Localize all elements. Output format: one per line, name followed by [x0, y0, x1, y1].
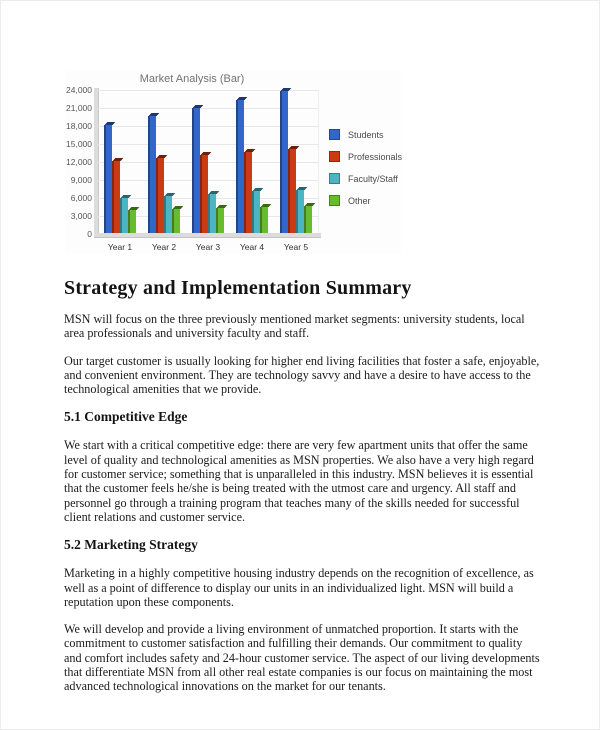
chart-y-axis: 24,000 21,000 18,000 15,000 12,000 9,000 6,000… [65, 85, 94, 239]
legend-swatch-icon [329, 195, 340, 206]
y-tick-label: 24,000 [66, 85, 92, 95]
bar-faculty-staff-year-4 [252, 191, 260, 234]
gridline [98, 90, 318, 91]
x-tick-label: Year 2 [151, 242, 177, 252]
chart-legend: Students Professionals Faculty/Staff Other [329, 129, 402, 206]
bar-group-year-2 [142, 90, 186, 234]
market-analysis-chart: Market Analysis (Bar) 24,000 21,000 18,000… [65, 71, 402, 253]
gridline [98, 162, 318, 163]
bar-professionals-year-2 [156, 158, 164, 234]
gridline [98, 108, 318, 109]
y-tick-label: 6,000 [70, 193, 92, 203]
legend-swatch-icon [329, 173, 340, 184]
gridline [98, 144, 318, 145]
intro-paragraph-2: Our target customer is usually looking f… [64, 353, 540, 397]
bar-faculty-staff-year-1 [120, 198, 128, 234]
y-tick-label: 21,000 [66, 103, 92, 113]
legend-item-students: Students [329, 129, 402, 140]
bar-other-year-3 [216, 208, 224, 234]
competitive-edge-paragraph: We start with a critical competitive edg… [64, 438, 534, 524]
bar-professionals-year-3 [200, 155, 208, 234]
legend-label: Other [348, 195, 371, 206]
legend-label: Professionals [348, 151, 403, 162]
legend-swatch-icon [329, 129, 340, 140]
bar-students-year-5 [280, 91, 288, 234]
chart-3d-left-wall [94, 88, 99, 234]
marketing-strategy-paragraph-1: Marketing in a highly competitive housin… [64, 566, 534, 609]
page-title: Strategy and Implementation Summary [64, 277, 412, 299]
x-tick-label: Year 1 [107, 242, 133, 252]
bar-faculty-staff-year-3 [208, 194, 216, 234]
marketing-strategy-paragraph-2: We will develop and provide a living env… [64, 622, 540, 694]
bar-professionals-year-5 [288, 149, 296, 234]
chart-title: Market Analysis (Bar) [139, 73, 245, 85]
bar-professionals-year-4 [244, 152, 252, 234]
legend-item-faculty-staff: Faculty/Staff [329, 173, 402, 184]
chart-3d-floor [94, 233, 321, 238]
legend-label: Students [348, 129, 384, 140]
bar-professionals-year-1 [112, 161, 120, 234]
x-tick-label: Year 5 [283, 242, 309, 252]
chart-bar-groups [98, 90, 318, 234]
bar-group-year-4 [230, 90, 274, 234]
bar-other-year-4 [260, 207, 268, 234]
x-tick-label: Year 4 [239, 242, 265, 252]
legend-item-professionals: Professionals [329, 151, 402, 162]
y-tick-label: 3,000 [70, 211, 92, 221]
gridline [98, 126, 318, 127]
bar-faculty-staff-year-5 [296, 190, 304, 234]
bar-students-year-3 [192, 108, 200, 234]
y-tick-label: 15,000 [66, 139, 92, 149]
chart-right-edge [318, 90, 319, 234]
legend-item-other: Other [329, 195, 402, 206]
legend-swatch-icon [329, 151, 340, 162]
bar-group-year-3 [186, 90, 230, 234]
bar-group-year-5 [274, 90, 318, 234]
intro-paragraph-1: MSN will focus on the three previously m… [64, 312, 525, 341]
bar-group-year-1 [98, 90, 142, 234]
gridline [98, 180, 318, 181]
section-heading-competitive-edge: 5.1 Competitive Edge [64, 409, 188, 425]
bar-students-year-4 [236, 100, 244, 234]
chart-plot-area [94, 88, 321, 238]
section-heading-marketing-strategy: 5.2 Marketing Strategy [64, 537, 198, 553]
bar-faculty-staff-year-2 [164, 196, 172, 234]
bar-other-year-5 [304, 206, 312, 234]
chart-x-axis: Year 1 Year 2 Year 3 Year 4 Year 5 [98, 242, 318, 252]
legend-label: Faculty/Staff [348, 173, 398, 184]
bar-students-year-1 [104, 125, 112, 234]
y-tick-label: 18,000 [66, 121, 92, 131]
bar-other-year-2 [172, 209, 180, 234]
y-tick-label: 0 [87, 229, 92, 239]
document-body: Strategy and Implementation Summary MSN … [64, 277, 541, 707]
y-tick-label: 12,000 [66, 157, 92, 167]
bar-students-year-2 [148, 116, 156, 234]
y-tick-label: 9,000 [70, 175, 92, 185]
bar-other-year-1 [128, 210, 136, 234]
x-tick-label: Year 3 [195, 242, 221, 252]
